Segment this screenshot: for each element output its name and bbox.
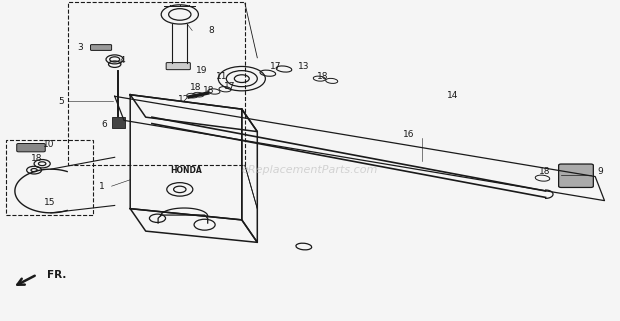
Text: 17: 17 [224, 82, 235, 91]
FancyBboxPatch shape [17, 143, 45, 152]
Text: HONDA: HONDA [170, 166, 202, 175]
Text: 18: 18 [203, 86, 214, 95]
Text: 8: 8 [208, 26, 214, 35]
Text: FR.: FR. [46, 270, 66, 281]
Text: 4: 4 [120, 56, 126, 65]
Text: 18: 18 [32, 154, 43, 163]
FancyBboxPatch shape [91, 45, 112, 50]
Text: 12: 12 [179, 95, 190, 104]
Text: eReplacementParts.com: eReplacementParts.com [242, 165, 378, 175]
Bar [6, 140, 93, 215]
Bar [68, 2, 245, 165]
Text: 1: 1 [99, 182, 105, 191]
Text: 17: 17 [270, 62, 281, 71]
Text: 11: 11 [216, 72, 227, 81]
Text: 15: 15 [44, 198, 55, 207]
FancyBboxPatch shape [559, 164, 593, 187]
Text: 3: 3 [78, 43, 84, 52]
Text: 9: 9 [597, 167, 603, 176]
Text: 14: 14 [447, 91, 458, 100]
Text: 16: 16 [404, 130, 415, 139]
Bar [112, 117, 125, 128]
Text: 6: 6 [101, 120, 107, 129]
Text: 18: 18 [190, 83, 201, 92]
Text: 18: 18 [539, 167, 550, 176]
Text: 5: 5 [58, 97, 64, 106]
Text: 10: 10 [43, 140, 54, 149]
Text: 13: 13 [298, 62, 309, 71]
Text: 18: 18 [317, 72, 328, 81]
FancyBboxPatch shape [166, 63, 190, 70]
Text: 19: 19 [196, 66, 207, 75]
